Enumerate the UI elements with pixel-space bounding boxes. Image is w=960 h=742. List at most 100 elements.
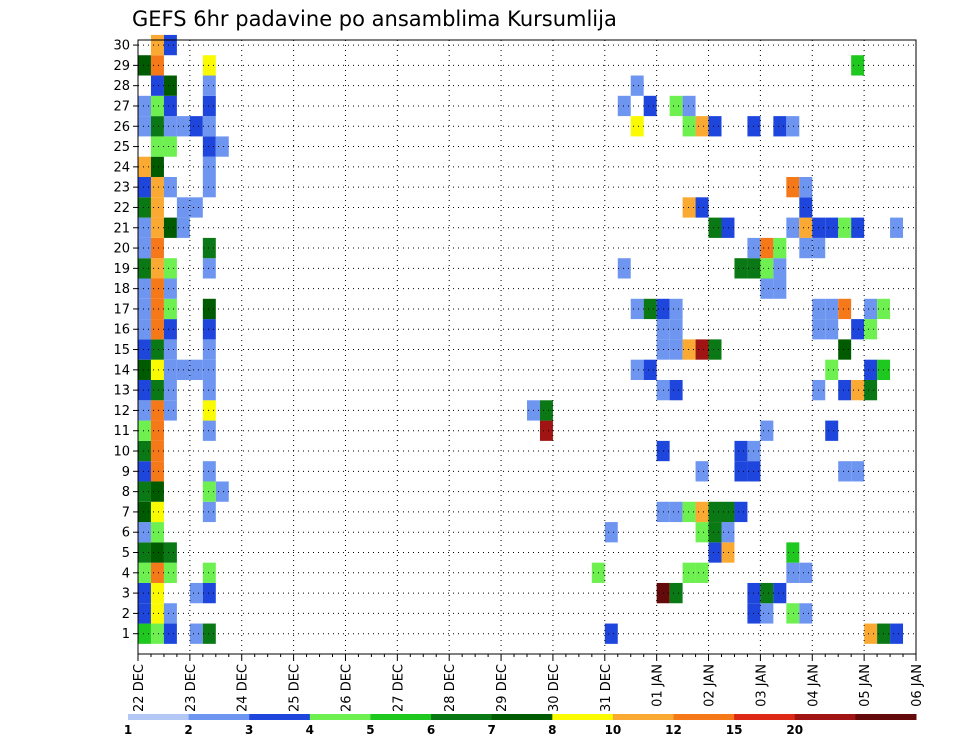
heatmap-cell [890, 217, 904, 238]
heatmap-cell [138, 278, 151, 299]
y-tick-label: 18 [113, 282, 130, 297]
heatmap-cell [202, 420, 216, 441]
colorbar-swatch [431, 714, 493, 720]
heatmap-cell [138, 582, 151, 604]
heatmap-cell [721, 217, 735, 238]
y-tick-label: 14 [113, 363, 130, 378]
heatmap-cell [215, 481, 229, 502]
heatmap-cell [150, 562, 164, 583]
y-tick-label: 9 [122, 465, 130, 480]
heatmap-cell [202, 75, 216, 96]
x-tick-label: 24 DEC [236, 664, 251, 712]
heatmap-cell [669, 95, 683, 117]
heatmap-cell [163, 379, 177, 401]
heatmap-cell [799, 237, 813, 259]
heatmap-cell [760, 582, 774, 604]
colorbar-swatch [673, 714, 735, 720]
heatmap-cell [838, 217, 852, 238]
heatmap-cell [138, 359, 151, 380]
heatmap-cell [760, 278, 774, 299]
heatmap-cell [150, 319, 164, 340]
heatmap-cell [864, 298, 878, 320]
heatmap-cell [202, 177, 216, 198]
y-tick-label: 5 [122, 546, 130, 561]
y-tick-label: 15 [113, 343, 130, 358]
heatmap-cell [163, 258, 177, 279]
y-tick-label: 3 [122, 587, 130, 602]
y-tick-label: 10 [113, 445, 130, 460]
y-tick-label: 27 [113, 99, 130, 114]
heatmap-cell [202, 582, 216, 604]
y-tick-label: 23 [113, 181, 130, 196]
heatmap-cell [138, 95, 151, 117]
heatmap-cell [825, 319, 839, 340]
heatmap-cell [150, 156, 164, 178]
heatmap-cell [138, 237, 151, 259]
heatmap-cell [189, 116, 203, 137]
heatmap-cell [150, 278, 164, 299]
heatmap-cell [138, 481, 151, 502]
heatmap-cell [163, 603, 177, 624]
colorbar-swatch [128, 714, 190, 720]
y-tick-label: 30 [113, 39, 130, 54]
heatmap-cell [695, 562, 709, 583]
heatmap-cell [630, 359, 644, 380]
heatmap-cell [150, 542, 164, 563]
heatmap-cell [163, 339, 177, 360]
heatmap-cell [138, 501, 151, 523]
heatmap-cell [773, 237, 787, 259]
heatmap-cell [138, 461, 151, 482]
heatmap-cell [202, 481, 216, 502]
y-tick-label: 13 [113, 384, 130, 399]
y-tick-label: 25 [113, 140, 130, 155]
heatmap-cell [202, 339, 216, 360]
heatmap-cell [695, 197, 709, 218]
heatmap-cell [150, 55, 164, 76]
heatmap-cell [786, 116, 800, 137]
heatmap-cell [708, 339, 722, 360]
heatmap-cell [825, 298, 839, 320]
y-tick-label: 8 [122, 485, 130, 500]
heatmap-cell [786, 562, 800, 583]
heatmap-cell [838, 298, 852, 320]
heatmap-cell [202, 95, 216, 117]
heatmap-cell [202, 359, 216, 380]
x-axis: 22 DEC 23 DEC 24 DEC 25 DEC 26 DEC 27 DEC 28 D… [132, 654, 925, 712]
heatmap-cell [189, 359, 203, 380]
colorbar-label: 2 [184, 723, 192, 737]
heatmap-cell [150, 116, 164, 137]
heatmap-cell [150, 522, 164, 543]
heatmap-cell [799, 197, 813, 218]
heatmap-cell [825, 420, 839, 441]
heatmap-cell [669, 339, 683, 360]
heatmap-cell [695, 339, 709, 360]
heatmap-cell [138, 298, 151, 320]
heatmap-cell [189, 197, 203, 218]
heatmap-cell [150, 582, 164, 604]
x-tick-label: 05 JAN [858, 664, 873, 707]
x-tick-label: 04 JAN [806, 664, 821, 707]
heatmap-cell [163, 136, 177, 157]
heatmap-cell [202, 400, 216, 421]
x-tick-label: 01 JAN [651, 664, 666, 707]
heatmap-cell [150, 461, 164, 482]
colorbar-label: 4 [306, 723, 314, 737]
heatmap-cell [838, 379, 852, 401]
heatmap-cell [695, 522, 709, 543]
heatmap-cell [150, 217, 164, 238]
heatmap-cell [799, 177, 813, 198]
heatmap-cell [163, 177, 177, 198]
heatmap-cell [682, 197, 696, 218]
heatmap-cell [163, 623, 177, 644]
x-tick-label: 28 DEC [443, 664, 458, 712]
heatmap-cell [799, 603, 813, 624]
y-tick-label: 20 [113, 242, 130, 257]
heatmap-cell [202, 562, 216, 583]
heatmap-cell [150, 339, 164, 360]
heatmap-cell [851, 217, 865, 238]
x-tick-label: 27 DEC [391, 664, 406, 712]
heatmap-cell [163, 562, 177, 583]
heatmap-cell [799, 562, 813, 583]
heatmap-cell [138, 197, 151, 218]
heatmap-cell [163, 116, 177, 137]
